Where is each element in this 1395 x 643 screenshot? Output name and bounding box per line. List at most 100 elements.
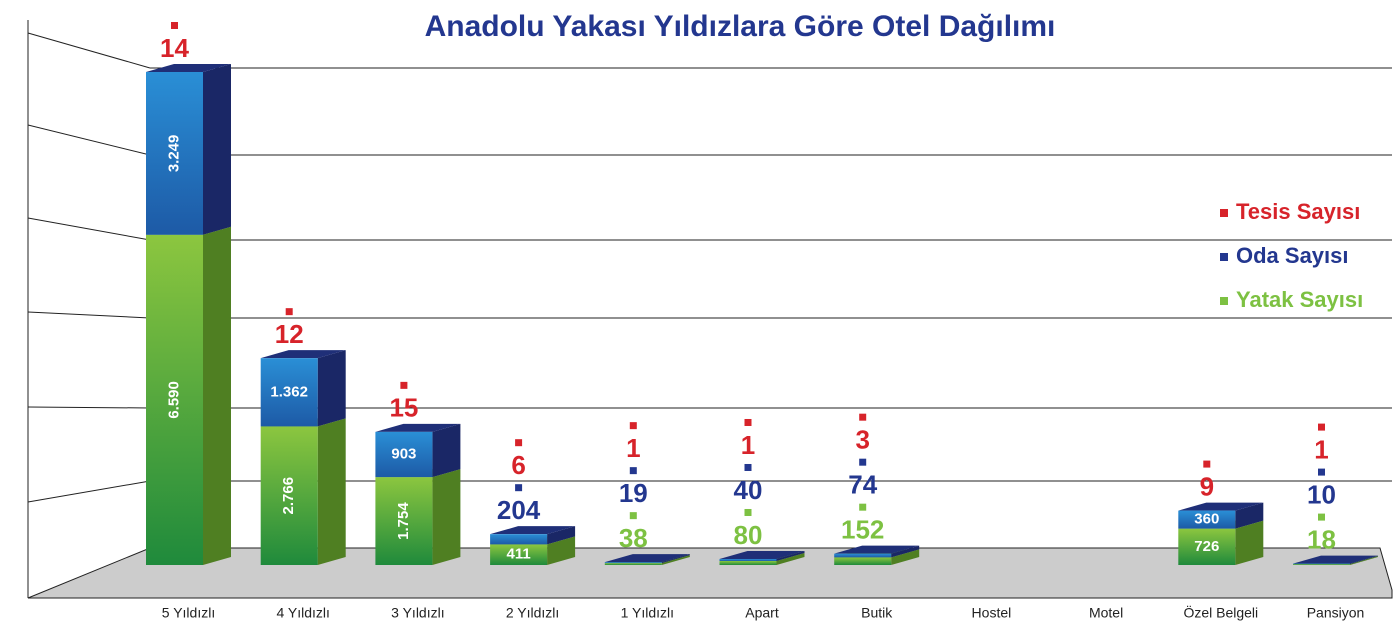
bar-side: [1350, 555, 1378, 565]
value-label: 6: [511, 450, 525, 480]
legend-label: Tesis Sayısı: [1236, 199, 1360, 224]
bar-side: [317, 350, 346, 427]
bar-segment: [604, 562, 662, 564]
label-marker: [629, 467, 637, 475]
bar-top: [146, 64, 231, 72]
bar-top: [375, 423, 461, 432]
value-label: 6.590: [165, 381, 182, 419]
bar-side: [776, 550, 805, 561]
value-label: 9: [1200, 471, 1214, 501]
bar-side: [203, 226, 231, 565]
bar-top: [834, 545, 920, 554]
x-tick-label: 4 Yıldızlı: [276, 605, 329, 621]
label-marker: [1318, 423, 1325, 431]
label-marker: [400, 381, 408, 389]
label-marker: [629, 422, 637, 430]
value-label: 40: [734, 475, 763, 505]
value-label: 14: [160, 33, 189, 63]
legend-label: Oda Sayısı: [1236, 243, 1349, 268]
value-label: 1: [741, 430, 755, 460]
x-tick-label: 2 Yıldızlı: [506, 605, 559, 621]
bar-segment: [490, 544, 548, 565]
bar-segment: [260, 426, 318, 565]
bar-top: [260, 350, 346, 359]
bar-segment: [146, 234, 203, 565]
label-marker: [859, 458, 867, 466]
value-label: 1: [626, 433, 640, 463]
bar-top: [1293, 555, 1378, 564]
bar-segment: [834, 553, 892, 558]
bar-side: [432, 469, 461, 565]
legend-label: Yatak Sayısı: [1236, 287, 1363, 312]
legend-marker: [1220, 209, 1228, 217]
bar-side: [203, 64, 231, 235]
bar-segment: [260, 358, 318, 427]
bar-side: [1235, 502, 1264, 529]
x-tick-label: Apart: [745, 605, 779, 621]
bar-side: [1350, 556, 1378, 565]
label-marker: [859, 503, 867, 511]
value-label: 1: [1314, 434, 1328, 464]
bar-segment: [146, 72, 203, 235]
value-label: 80: [734, 520, 763, 550]
bar-side: [776, 552, 805, 565]
bar-side: [1235, 520, 1264, 565]
value-label: 1.754: [395, 502, 412, 540]
value-label: 19: [619, 478, 648, 508]
x-tick-label: Özel Belgeli: [1183, 604, 1258, 621]
x-tick-label: 1 Yıldızlı: [621, 605, 674, 621]
bar-side: [317, 418, 346, 565]
label-marker: [515, 484, 523, 492]
value-label: 12: [275, 319, 304, 349]
bar-segment: [375, 431, 433, 478]
bar-side: [661, 554, 690, 564]
legend-marker: [1220, 253, 1228, 261]
value-label: 204: [497, 495, 541, 525]
value-label: 152: [841, 515, 884, 545]
x-tick-label: Motel: [1089, 605, 1123, 621]
label-marker: [285, 308, 293, 316]
bar-segment: [1178, 528, 1236, 565]
bar-top: [490, 526, 576, 535]
value-label: 10: [1307, 479, 1336, 509]
x-tick-label: Pansiyon: [1307, 605, 1365, 621]
bar-side: [432, 423, 461, 478]
value-label: 411: [506, 546, 530, 563]
value-label: 2.766: [280, 477, 297, 515]
value-label: 726: [1194, 538, 1219, 555]
bar-side: [891, 545, 920, 558]
chart-title: Anadolu Yakası Yıldızlara Göre Otel Dağı…: [425, 10, 1056, 43]
value-label: 1.362: [270, 383, 308, 400]
x-tick-label: Hostel: [972, 605, 1012, 621]
x-tick-label: 5 Yıldızlı: [162, 605, 215, 621]
bar-top: [1178, 502, 1264, 511]
label-marker: [629, 512, 637, 520]
bar-side: [891, 549, 920, 565]
value-label: 74: [848, 470, 877, 500]
label-marker: [1318, 468, 1325, 476]
label-marker: [859, 413, 867, 421]
bar-segment: [1293, 564, 1350, 565]
bar-segment: [834, 557, 892, 565]
value-label: 360: [1194, 511, 1219, 528]
label-marker: [515, 439, 523, 447]
value-label: 3.249: [165, 135, 182, 173]
bar-segment: [375, 477, 433, 565]
value-label: 3: [855, 425, 869, 455]
bar-segment: [1293, 563, 1350, 565]
value-label: 903: [391, 445, 416, 462]
value-label: 18: [1307, 524, 1336, 554]
label-marker: [1318, 513, 1325, 521]
label-marker: [744, 463, 752, 471]
bar-segment: [1178, 510, 1236, 529]
value-label: 15: [389, 393, 418, 423]
x-tick-label: Butik: [861, 605, 893, 621]
bar-segment: [604, 563, 662, 565]
bar-segment: [719, 558, 777, 561]
bar-segment: [719, 560, 777, 565]
x-tick-label: 3 Yıldızlı: [391, 605, 444, 621]
legend-marker: [1220, 297, 1228, 305]
label-marker: [1203, 460, 1211, 468]
label-marker: [744, 418, 752, 426]
